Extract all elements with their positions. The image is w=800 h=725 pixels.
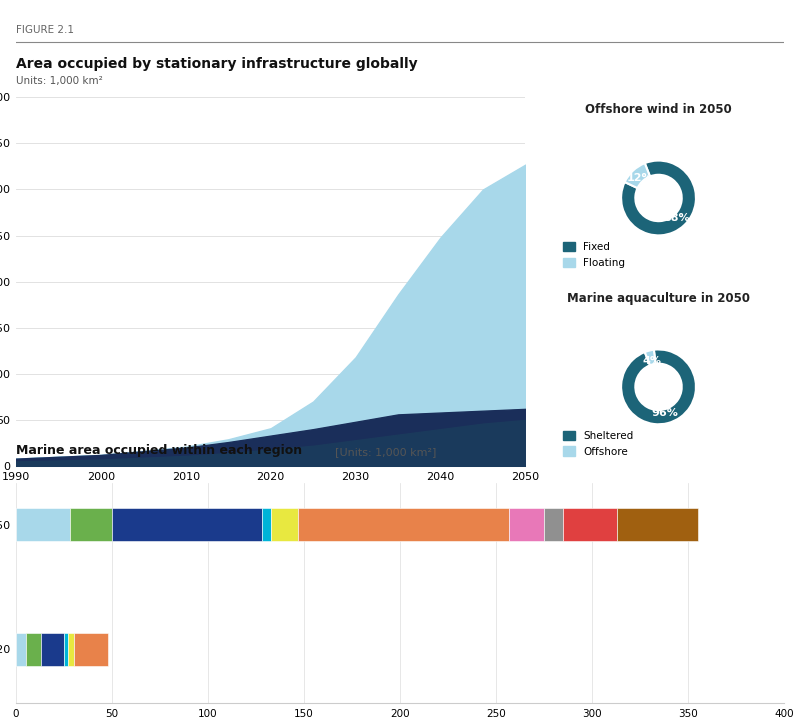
Legend: Marine aquaculture, Offshore wind, Offshore oil and gas: Marine aquaculture, Offshore wind, Offsh… <box>22 524 384 534</box>
Bar <box>298 508 510 542</box>
Bar <box>16 633 26 666</box>
Text: Marine aquaculture in 2050: Marine aquaculture in 2050 <box>567 291 750 304</box>
Bar <box>26 633 41 666</box>
Text: FIGURE 2.1: FIGURE 2.1 <box>16 25 74 35</box>
Text: [Units: 1,000 km²]: [Units: 1,000 km²] <box>334 447 436 457</box>
Bar <box>544 508 563 542</box>
Text: Area occupied by stationary infrastructure globally: Area occupied by stationary infrastructu… <box>16 57 418 71</box>
Text: Units: 1,000 km²: Units: 1,000 km² <box>16 76 102 86</box>
Bar <box>70 508 112 542</box>
Bar <box>68 633 74 666</box>
Bar <box>74 633 108 666</box>
Bar <box>262 508 271 542</box>
Bar <box>271 508 298 542</box>
Bar <box>112 508 262 542</box>
Legend: Sheltered, Offshore: Sheltered, Offshore <box>558 427 638 461</box>
Bar <box>64 633 68 666</box>
Text: Offshore wind in 2050: Offshore wind in 2050 <box>585 103 732 115</box>
Bar <box>16 508 70 542</box>
Bar <box>510 508 544 542</box>
Bar <box>617 508 698 542</box>
Legend: Fixed, Floating: Fixed, Floating <box>558 238 630 272</box>
Bar <box>41 633 64 666</box>
Bar <box>563 508 617 542</box>
Text: Marine area occupied within each region: Marine area occupied within each region <box>16 444 302 457</box>
